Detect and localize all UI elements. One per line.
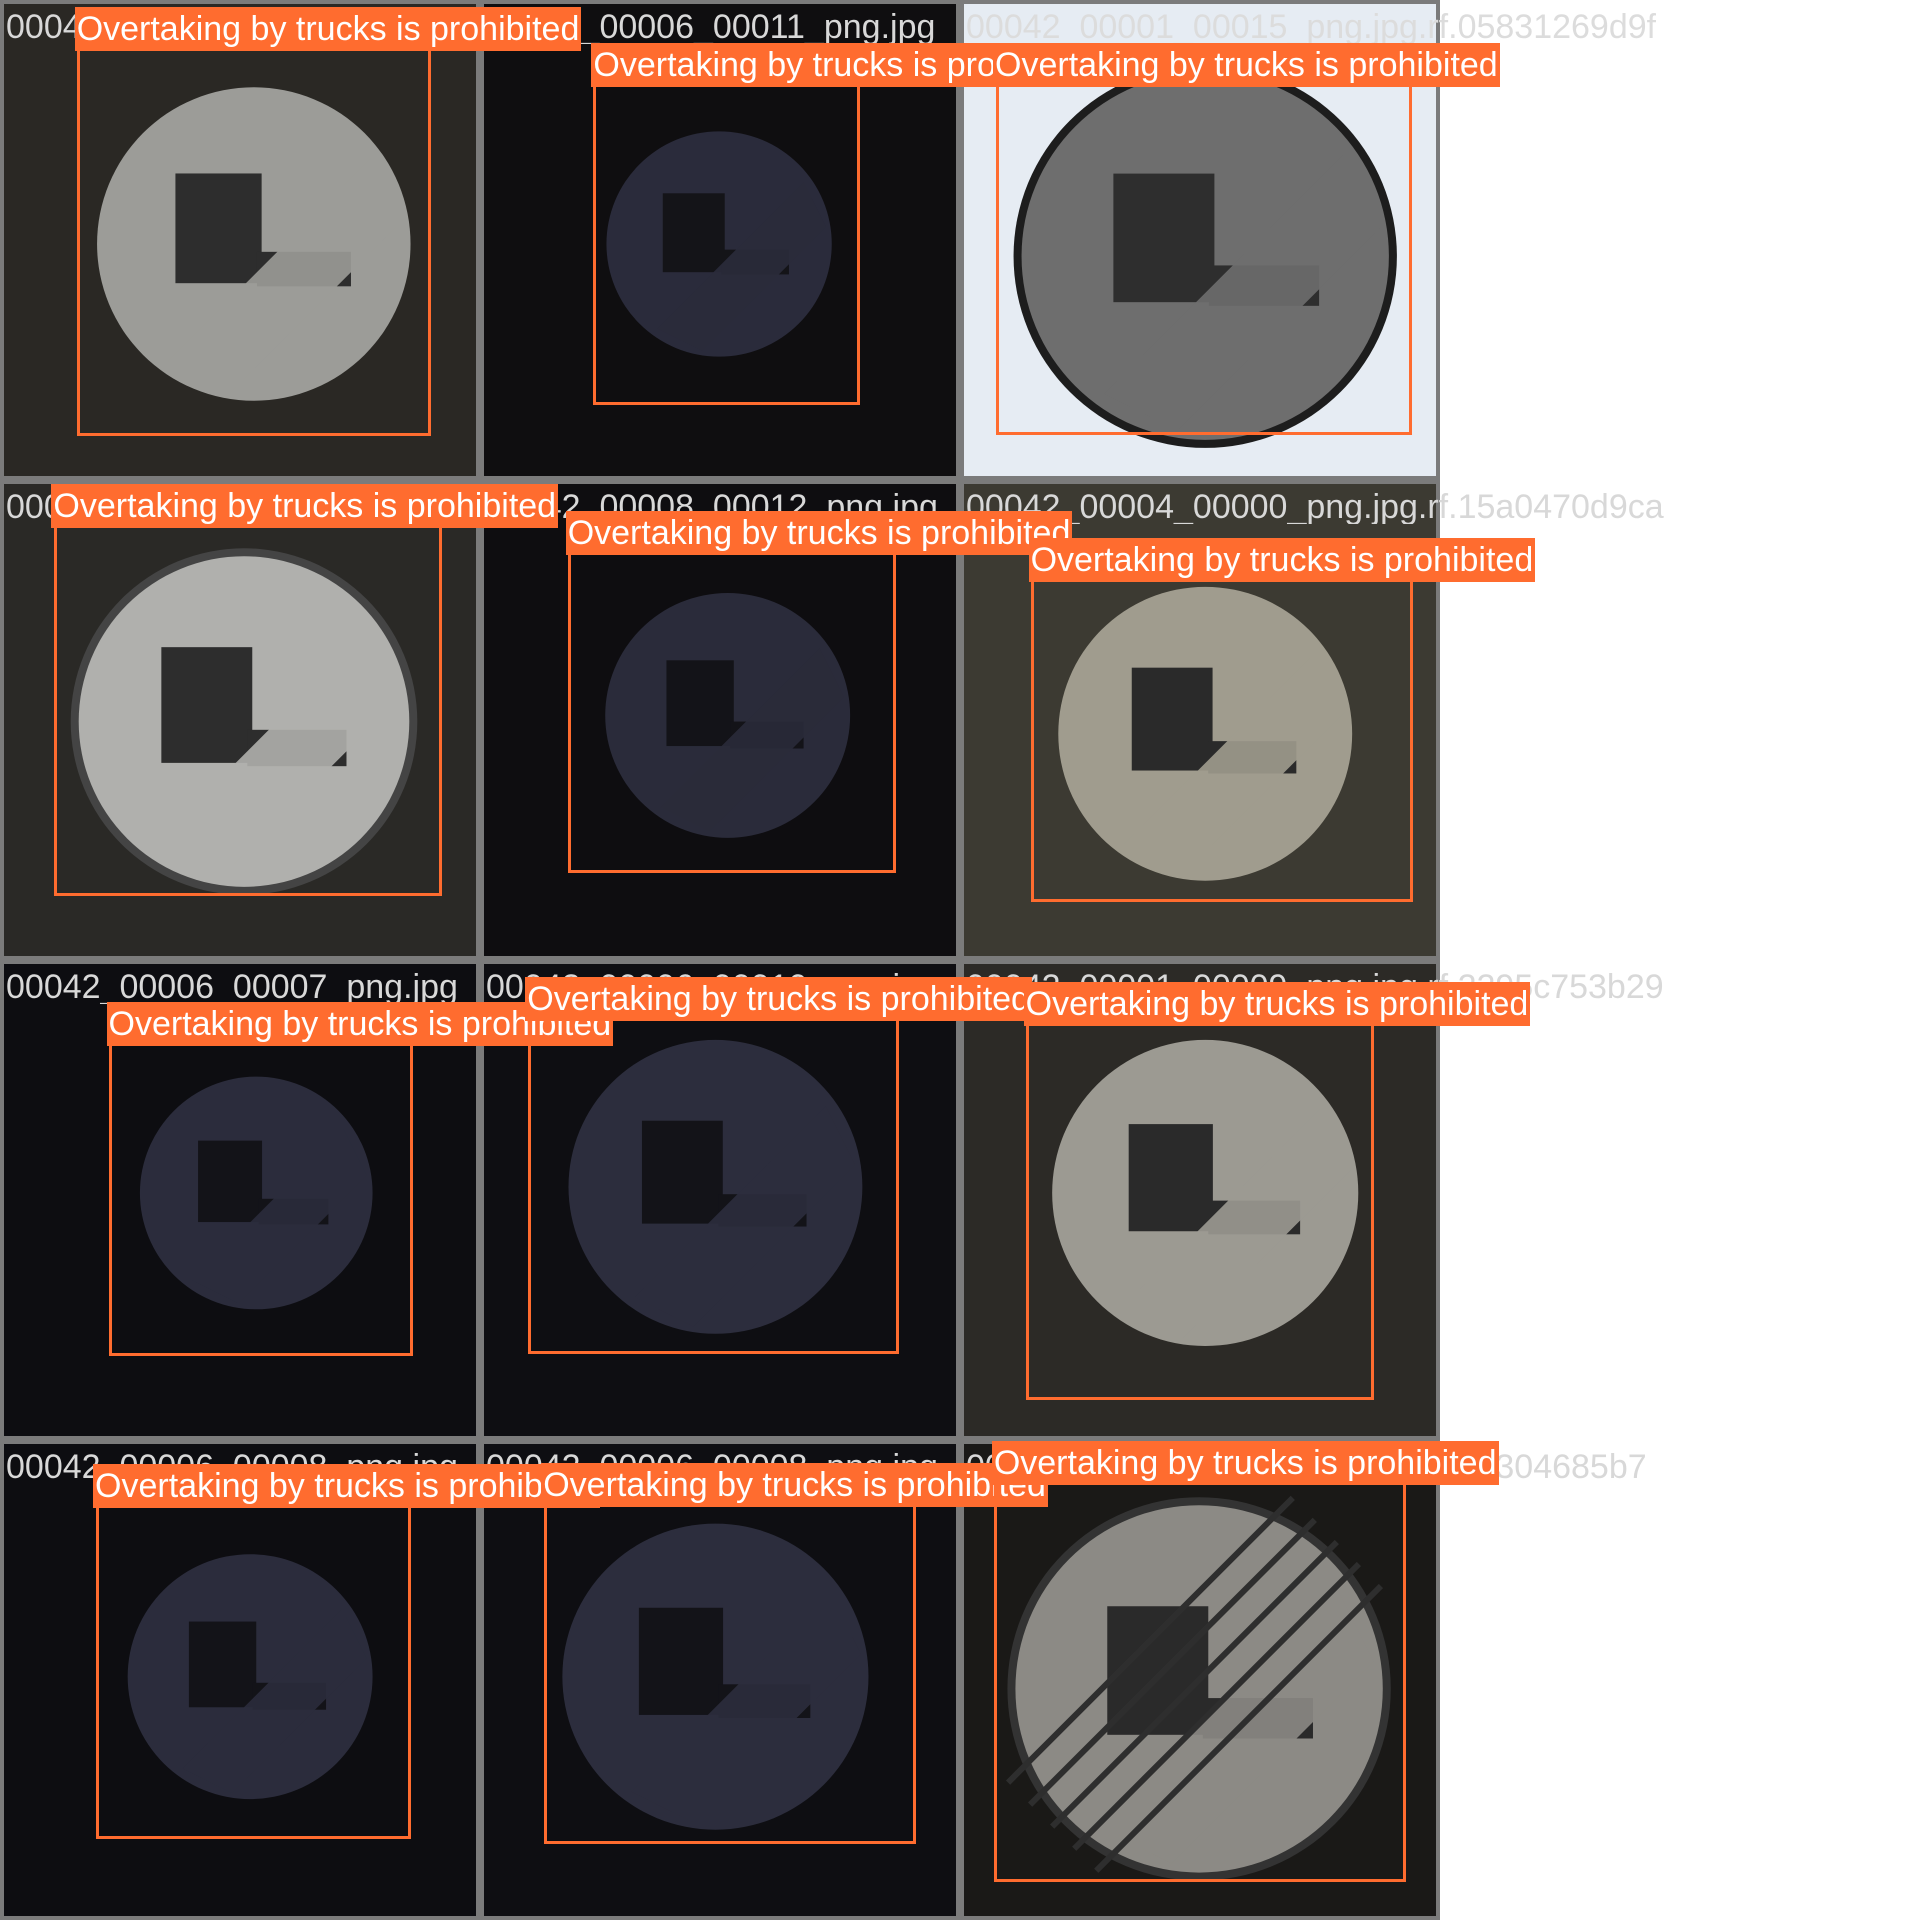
detection-box: [543, 1503, 916, 1845]
sign-photo: [484, 1444, 956, 1916]
detection-label: Overtaking by trucks is prohibited: [51, 483, 559, 528]
end-restriction-band: [1124, 652, 1345, 874]
detection-label: Overtaking by trucks is prohibited: [993, 42, 1500, 87]
detection-label: Overtaking by trucks is prohibited: [74, 7, 582, 52]
truck-symbol: [638, 1607, 724, 1715]
detection-box: [994, 1481, 1406, 1883]
end-restriction-band: [167, 157, 403, 393]
detection-label: Overtaking by trucks is prohibited: [541, 1463, 1048, 1508]
detection-label: Overtaking by trucks is prohibited: [991, 1441, 1499, 1486]
image-tile: [0, 0, 480, 480]
detection-label: Overtaking by trucks is prohibited: [1028, 537, 1536, 582]
end-restriction-band: [1098, 1587, 1374, 1864]
detection-box: [995, 84, 1412, 435]
end-stripe: [1028, 1517, 1317, 1807]
truck-symbol: [662, 193, 725, 273]
detection-box: [53, 524, 443, 897]
sign-photo: [964, 964, 1436, 1436]
truck-symbol: [1113, 173, 1215, 303]
tile-filename: 00042_00001_00015_png.jpg.rf.05831269d9f: [966, 10, 1657, 44]
end-stripe: [1005, 1495, 1295, 1785]
end-restriction-band: [657, 182, 827, 352]
end-stripe: [1094, 1583, 1384, 1873]
end-restriction-band: [192, 1129, 367, 1304]
image-tile: [960, 1440, 1440, 1920]
image-tile: [480, 1440, 960, 1920]
detection-box: [77, 47, 432, 436]
detection-box: [527, 1017, 899, 1355]
end-restriction-band: [1121, 1108, 1351, 1339]
image-tile: [0, 480, 480, 960]
image-tile: [960, 960, 1440, 1440]
end-restriction-band: [631, 1592, 861, 1823]
end-stripe: [1072, 1561, 1362, 1851]
image-tile: [480, 480, 960, 960]
truck-symbol: [188, 1621, 257, 1708]
detection-label: Overtaking by trucks is prohibited: [565, 510, 1073, 555]
end-restriction-band: [660, 648, 844, 832]
end-stripe: [1050, 1539, 1339, 1829]
truck-symbol: [161, 647, 253, 763]
truck-symbol: [175, 173, 262, 284]
tile-filename: 00042_00004_00000_png.jpg.rf.15a0470d9ca: [966, 490, 1664, 524]
sign-photo: [4, 4, 476, 476]
sign-photo: [964, 1444, 1436, 1916]
detection-label: Overtaking by trucks is prohibited: [525, 977, 1032, 1022]
truck-symbol: [1131, 667, 1213, 771]
truck-symbol: [641, 1120, 723, 1224]
image-tile: [0, 960, 480, 1440]
truck-symbol: [666, 660, 734, 747]
truck-symbol: [198, 1140, 263, 1223]
sign-photo: [484, 484, 956, 956]
detection-label: Overtaking by trucks is prohibited: [1023, 982, 1531, 1027]
sign-photo: [4, 484, 476, 956]
image-tile: [0, 1440, 480, 1920]
detection-box: [108, 1042, 413, 1356]
end-restriction-band: [634, 1106, 856, 1327]
detection-box: [592, 83, 860, 406]
detection-label: Overtaking by trucks is prohibited: [93, 1464, 600, 1509]
sign-photo: [4, 964, 476, 1436]
detection-box: [1031, 577, 1414, 903]
detection-box: [568, 551, 897, 874]
detection-box: [1026, 1022, 1374, 1400]
sign-photo: [4, 1444, 476, 1916]
truck-symbol: [1128, 1124, 1213, 1232]
tile-filename: 00042_00006_00007_png.jpg: [6, 970, 458, 1004]
detection-box: [95, 1504, 412, 1840]
end-restriction-band: [153, 630, 402, 879]
end-restriction-band: [182, 1609, 367, 1793]
end-restriction-band: [1104, 155, 1380, 431]
